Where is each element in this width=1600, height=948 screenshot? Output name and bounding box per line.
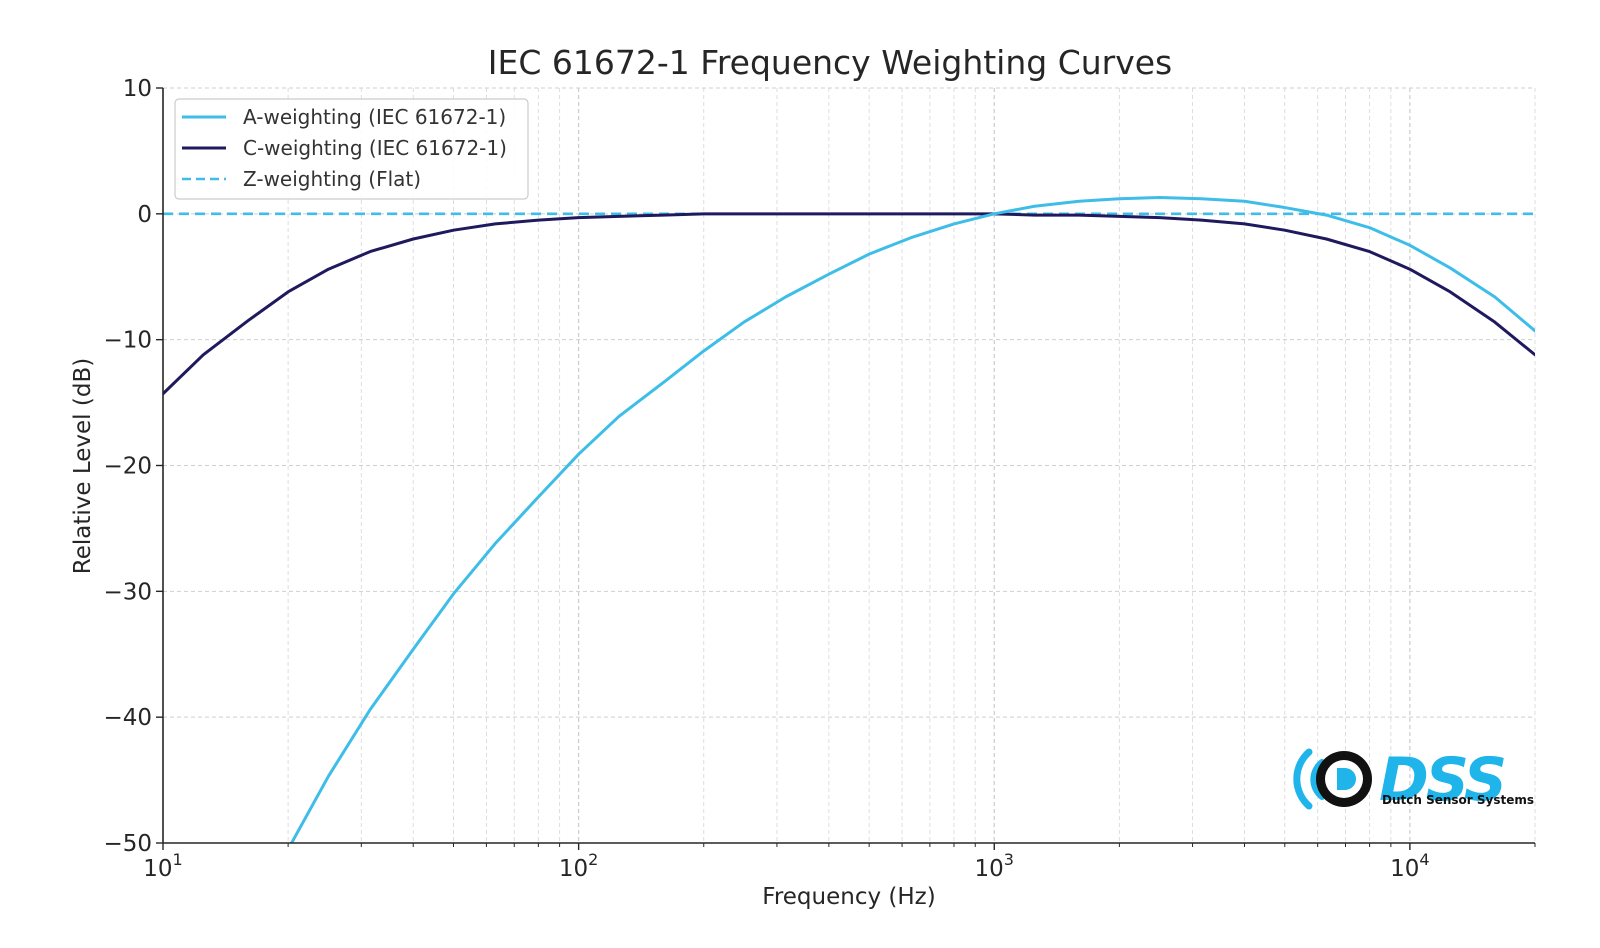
x-tick-label: 104	[1390, 850, 1429, 882]
x-tick-label: 103	[975, 850, 1014, 882]
y-tick-label: −50	[103, 831, 152, 857]
legend-box	[174, 98, 529, 200]
y-tick-label: −20	[103, 454, 152, 480]
x-tick-label: 102	[559, 850, 598, 882]
series-line-a-weighting	[289, 195, 1535, 843]
logo-d-shape	[1337, 768, 1356, 790]
y-tick-label: 10	[123, 76, 152, 102]
legend-label: Z-weighting (Flat)	[243, 167, 421, 191]
logo-subtitle: Dutch Sensor Systems	[1382, 793, 1534, 807]
logo-arc-outer	[1293, 748, 1313, 810]
y-ticks: 10 0 −10 −20 −30 −40 −50	[103, 76, 163, 857]
chart-title: IEC 61672-1 Frequency Weighting Curves	[488, 43, 1173, 82]
grid	[162, 87, 1536, 844]
legend-label: C-weighting (IEC 61672-1)	[243, 136, 507, 160]
x-axis-label: Frequency (Hz)	[762, 884, 935, 910]
x-tick-label: 101	[143, 850, 182, 882]
legend-label: A-weighting (IEC 61672-1)	[243, 105, 506, 129]
y-tick-label: 0	[137, 202, 152, 228]
x-ticks: 101 102 103 104	[143, 843, 1536, 882]
y-tick-label: −10	[103, 328, 152, 354]
plot-lines	[163, 195, 1535, 843]
y-tick-label: −40	[103, 705, 152, 731]
logo-text: DSS	[1379, 745, 1504, 815]
y-tick-label: −30	[103, 579, 152, 605]
series-line-c-weighting	[163, 212, 1535, 396]
dss-logo: DSS Dutch Sensor Systems	[1293, 745, 1534, 815]
legend: A-weighting (IEC 61672-1) C-weighting (IE…	[174, 98, 529, 200]
logo-arc-inner	[1310, 759, 1325, 800]
y-axis-label: Relative Level (dB)	[70, 358, 96, 574]
